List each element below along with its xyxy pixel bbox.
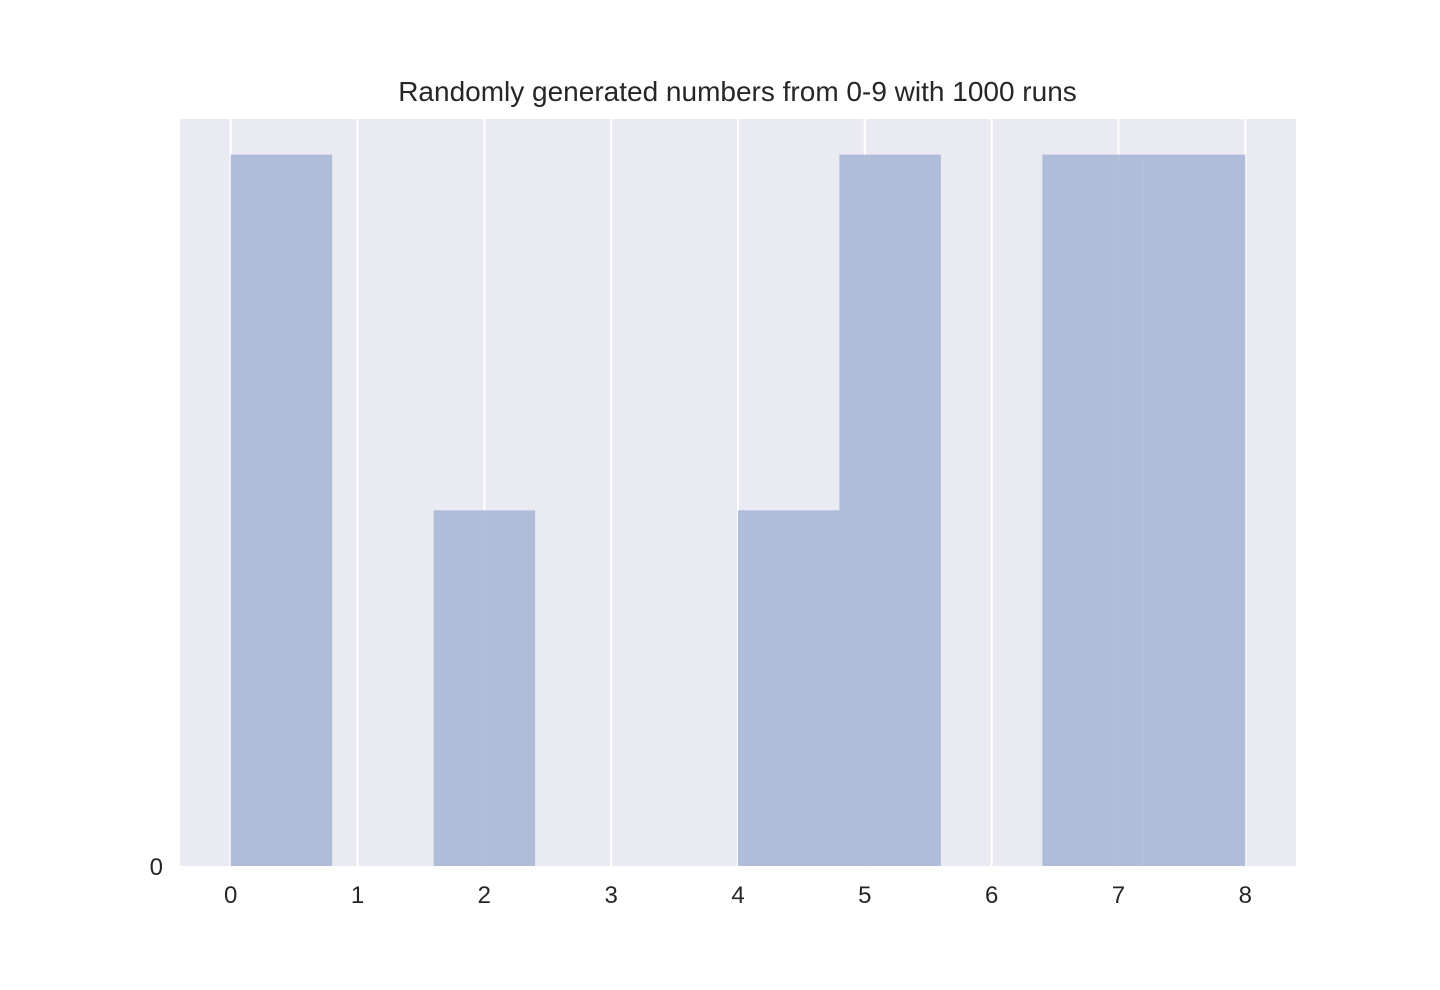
- x-tick-labels: 0 1 2 3 4 5 6 7 8: [224, 882, 1252, 909]
- x-tick-label-6: 6: [985, 882, 998, 909]
- x-tick-label-8: 8: [1239, 882, 1252, 909]
- histogram-bar-3: [839, 154, 941, 867]
- y-tick-label-0: 0: [150, 854, 163, 881]
- histogram-bar-5: [1143, 154, 1246, 867]
- x-tick-label-2: 2: [478, 882, 491, 909]
- x-tick-label-0: 0: [224, 882, 237, 909]
- y-tick-labels: 0: [150, 854, 163, 881]
- histogram-bar-2: [738, 510, 840, 866]
- histogram-bar-0: [230, 154, 333, 867]
- x-tick-label-3: 3: [605, 882, 618, 909]
- chart-title: Randomly generated numbers from 0-9 with…: [398, 76, 1077, 107]
- x-tick-label-7: 7: [1112, 882, 1125, 909]
- histogram-bar-4: [1042, 154, 1144, 867]
- bars: [230, 154, 1246, 867]
- x-tick-label-5: 5: [858, 882, 871, 909]
- x-tick-label-1: 1: [351, 882, 364, 909]
- histogram-bar-1: [433, 510, 536, 866]
- x-tick-label-4: 4: [731, 882, 744, 909]
